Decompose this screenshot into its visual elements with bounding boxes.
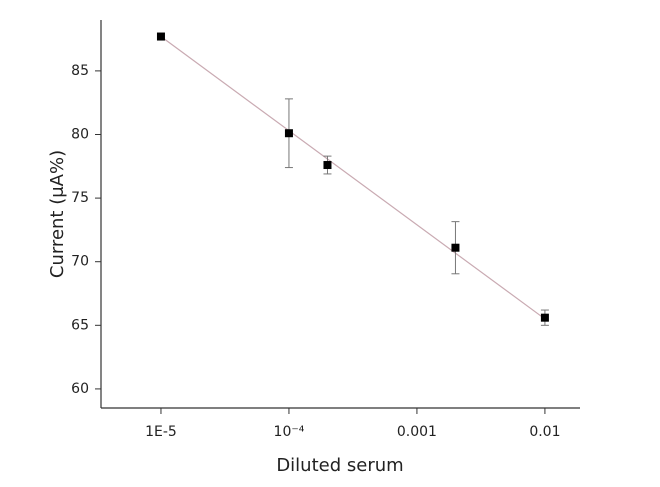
y-tick-label: 75 — [71, 190, 89, 206]
x-tick-label: 0.001 — [397, 424, 437, 440]
x-tick-label: 1E-5 — [145, 424, 177, 440]
x-tick-label: 10⁻⁴ — [274, 424, 305, 440]
fit-line — [160, 36, 546, 320]
data-point — [323, 161, 332, 170]
y-tick-label: 65 — [71, 317, 89, 333]
y-tick-label: 70 — [71, 254, 89, 270]
y-tick-label: 60 — [71, 381, 89, 397]
y-tick-label: 80 — [71, 126, 89, 142]
data-point — [451, 243, 460, 252]
x-axis-title: Diluted serum — [276, 455, 403, 476]
x-tick-label: 0.01 — [529, 424, 560, 440]
data-point — [284, 129, 293, 138]
y-tick-label: 85 — [71, 63, 89, 79]
data-point — [156, 32, 165, 41]
y-axis-title: Current (μA%) — [47, 150, 68, 278]
data-point — [540, 313, 549, 322]
